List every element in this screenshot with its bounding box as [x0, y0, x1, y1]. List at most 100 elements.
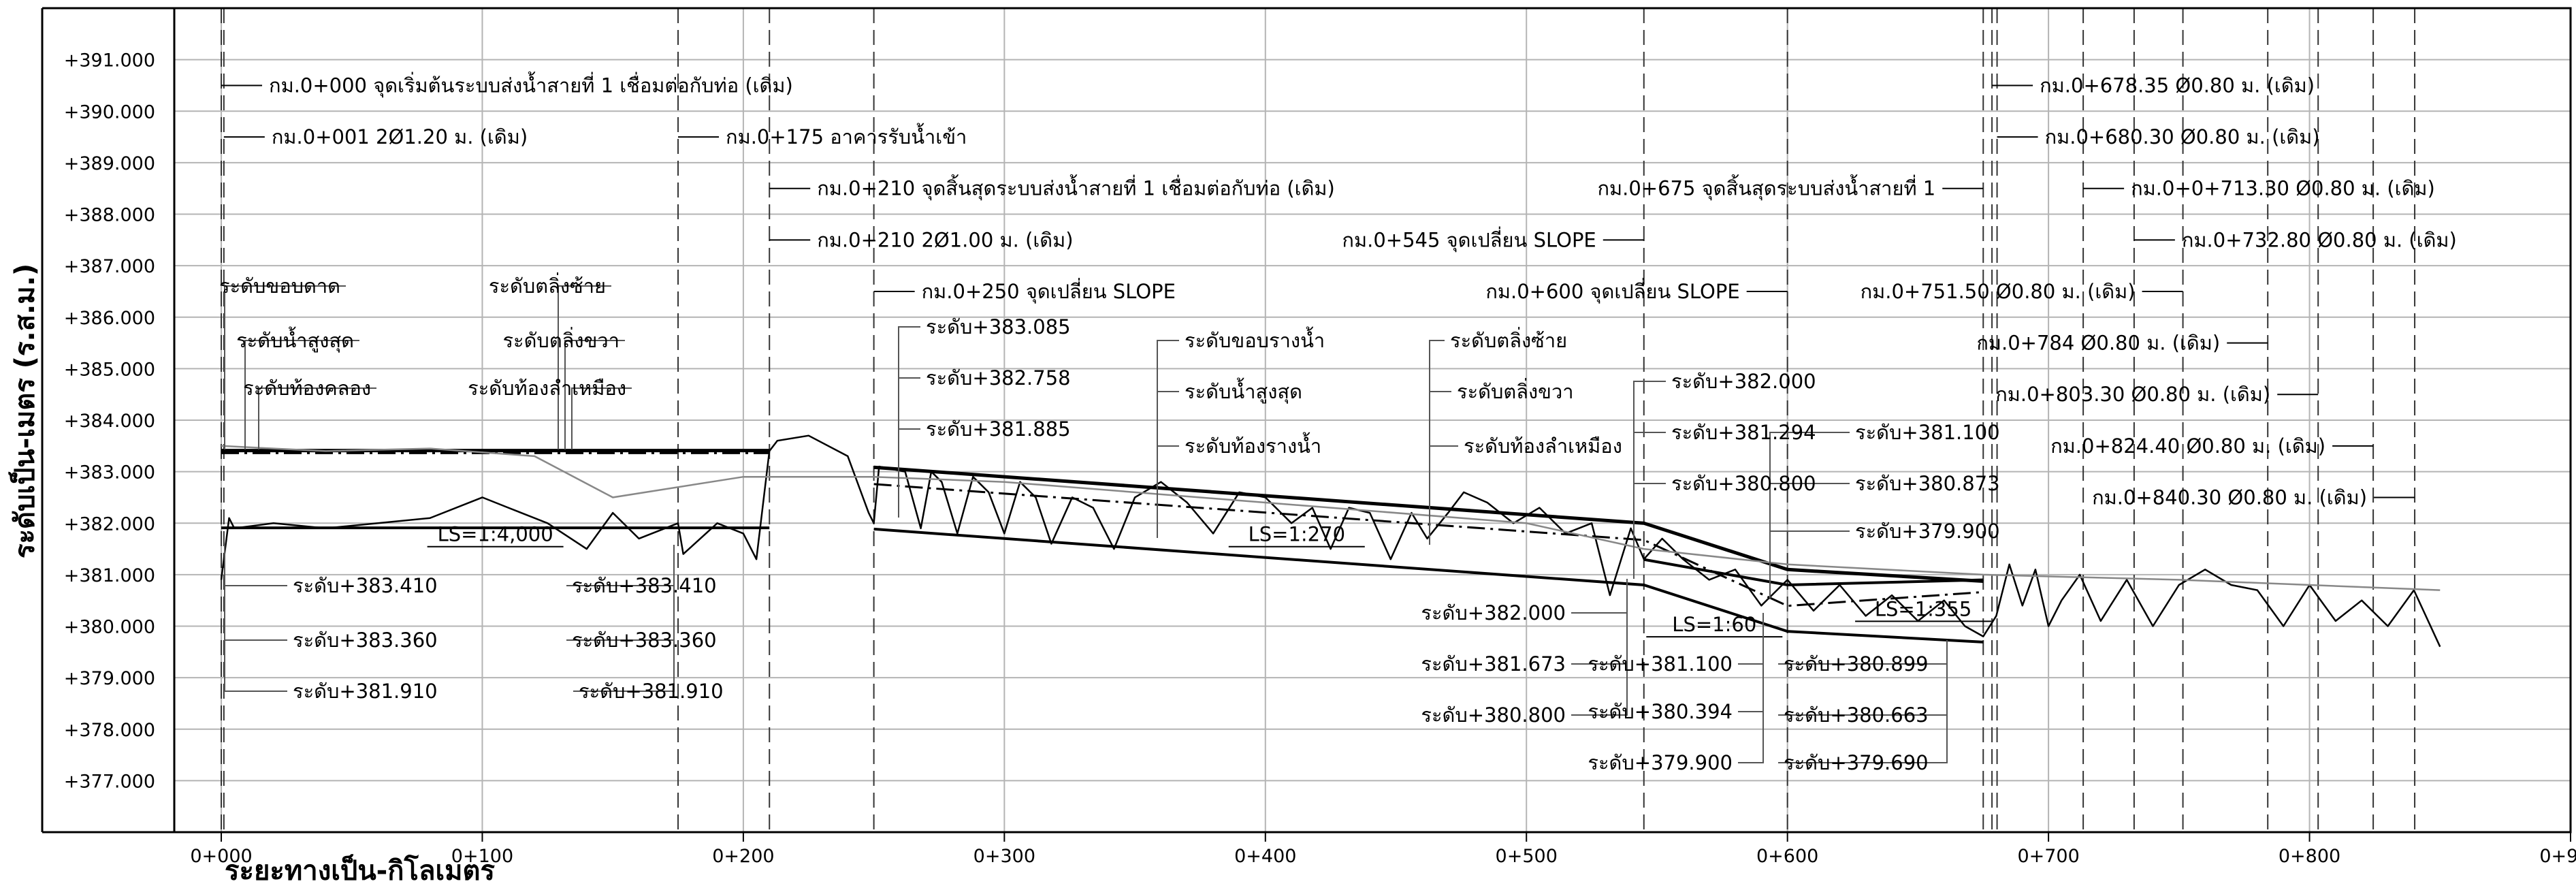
station-annotation: กม.0+175 อาคารรับน้ำเข้า — [726, 123, 967, 148]
level-label: ระดับตลิ่งซ้าย — [1450, 327, 1567, 352]
y-tick-label: +378.000 — [64, 720, 155, 741]
grid-lines — [174, 8, 2571, 842]
station-annotation: กม.0+680.30 Ø0.80 ม. (เดิม) — [2045, 125, 2320, 148]
level-label: ระดับ+379.900 — [1855, 520, 2000, 543]
level-leader — [1778, 667, 1948, 763]
level-leader — [258, 387, 376, 449]
level-label: ระดับ+381.100 — [1855, 421, 2000, 444]
station-annotation: กม.0+250 จุดเปลี่ยน SLOPE — [922, 278, 1176, 304]
level-label: ระดับท้องลำเหมือง — [1464, 434, 1622, 458]
level-leader — [898, 428, 920, 518]
y-tick-label: +379.000 — [64, 668, 155, 689]
level-label: ระดับตลิ่งซ้าย — [489, 272, 606, 298]
level-label: ระดับ+380.663 — [1784, 703, 1929, 727]
y-tick-label: +389.000 — [64, 153, 155, 174]
y-tick-label: +391.000 — [64, 50, 155, 72]
station-annotation: กม.0+000 จุดเริ่มต้นระบบส่งน้ำสายที่ 1 เ… — [269, 71, 793, 97]
y-tick-label: +384.000 — [64, 411, 155, 432]
level-label: ระดับ+383.410 — [293, 574, 438, 597]
level-label: ระดับ+382.758 — [926, 366, 1071, 390]
y-tick-label: +381.000 — [64, 565, 155, 586]
level-leader — [558, 285, 611, 449]
level-label: ระดับตลิ่งขวา — [1457, 378, 1574, 403]
level-label: ระดับ+379.690 — [1784, 751, 1929, 774]
station-annotation: กม.0+0+713.30 Ø0.80 ม. (เดิม) — [2131, 177, 2435, 200]
series-line-existing — [221, 445, 2441, 591]
level-label: ระดับท้องคลอง — [243, 377, 371, 400]
series-line-design-bank — [873, 465, 1984, 583]
level-leader — [1769, 530, 1850, 599]
slope-label: LS=1:355 — [1875, 597, 1971, 620]
station-annotation: กม.0+840.30 Ø0.80 ม. (เดิม) — [2092, 486, 2367, 509]
station-annotation: กม.0+001 2Ø1.20 ม. (เดิม) — [272, 125, 528, 148]
level-label: ระดับ+381.294 — [1671, 421, 1816, 444]
level-label: ระดับ+381.910 — [579, 680, 724, 703]
x-tick-label: 0+000 — [190, 846, 252, 867]
level-leader — [224, 545, 287, 586]
y-tick-label: +382.000 — [64, 513, 155, 535]
x-tick-label: 0+300 — [973, 846, 1035, 867]
level-label: ระดับตลิ่งขวา — [502, 327, 619, 352]
level-leader — [898, 377, 920, 477]
x-axis-label: ระยะทางเป็น-กิโลเมตร — [225, 853, 495, 887]
x-tick-label: 0+400 — [1234, 846, 1296, 867]
y-tick-label: +388.000 — [64, 205, 155, 226]
x-tick-label: 0+500 — [1496, 846, 1558, 867]
station-annotation: กม.0+803.30 Ø0.80 ม. (เดิม) — [1995, 383, 2270, 406]
level-label: ระดับ+380.899 — [1784, 652, 1929, 676]
y-tick-label: +386.000 — [64, 308, 155, 329]
series-line-design-bed — [873, 527, 1984, 644]
level-leader — [1429, 340, 1445, 511]
station-annotation: กม.0+751.50 Ø0.80 ม. (เดิม) — [1861, 280, 2136, 303]
plot-frame — [173, 7, 2572, 834]
level-leader — [1429, 445, 1458, 545]
station-annotation: กม.0+600 จุดเปลี่ยน SLOPE — [1485, 278, 1739, 304]
level-leader — [224, 613, 287, 692]
level-label: ระดับน้ำสูงสุด — [1185, 377, 1302, 404]
x-tick-label: 0+900 — [2539, 846, 2576, 867]
slope-label: LS=1:4,000 — [438, 523, 553, 546]
level-label: ระดับ+380.800 — [1421, 703, 1566, 727]
level-leader — [1769, 432, 1850, 572]
level-label: ระดับ+379.900 — [1588, 751, 1733, 774]
level-label: ระดับ+381.910 — [293, 680, 438, 703]
level-leader — [571, 387, 632, 449]
level-label: ระดับ+382.000 — [1671, 370, 1816, 393]
level-leader — [1633, 483, 1666, 579]
level-label: ระดับ+383.360 — [293, 629, 438, 652]
level-leader — [224, 579, 287, 641]
level-leader — [898, 326, 920, 456]
station-annotation: กม.0+678.35 Ø0.80 ม. (เดิม) — [2040, 74, 2315, 97]
level-leader — [1571, 613, 1628, 716]
chart-text: +391.000 +390.000 +389.000 +388.000 +387.000… — [64, 50, 2576, 867]
level-label: ระดับ+382.000 — [1421, 601, 1566, 624]
level-leader — [573, 613, 675, 692]
x-tick-label: 0+700 — [2017, 846, 2079, 867]
station-annotation: กม.0+732.80 Ø0.80 ม. (เดิม) — [2182, 228, 2457, 251]
x-tick-label: 0+200 — [712, 846, 774, 867]
level-label: ระดับ+383.360 — [572, 629, 717, 652]
station-annotation: กม.0+784 Ø0.80 ม. (เดิม) — [1976, 332, 2220, 355]
level-label: ระดับขอบดาด — [219, 274, 340, 298]
level-leader — [1157, 340, 1179, 490]
level-leader — [1738, 633, 1764, 763]
station-annotation: กม.0+545 จุดเปลี่ยน SLOPE — [1342, 226, 1596, 252]
station-annotation: กม.0+824.40 Ø0.80 ม. (เดิม) — [2050, 434, 2325, 458]
level-label: ระดับขอบรางน้ำ — [1185, 326, 1325, 352]
y-tick-label: +380.000 — [64, 617, 155, 638]
level-leader — [244, 340, 359, 449]
level-label: ระดับ+381.673 — [1421, 652, 1566, 676]
y-tick-label: +390.000 — [64, 101, 155, 123]
y-axis-label: ระดับเป็น-เมตร (ร.ส.ม.) — [7, 264, 41, 558]
slope-label: LS=1:270 — [1249, 523, 1345, 546]
level-label: ระดับ+380.394 — [1588, 700, 1733, 723]
x-tick-label: 0+800 — [2279, 846, 2340, 867]
level-leader — [1738, 627, 1764, 712]
y-tick-label: +377.000 — [64, 771, 155, 792]
level-label: ระดับท้องลำเหมือง — [468, 377, 626, 400]
level-leader — [564, 340, 625, 449]
level-leader — [1633, 381, 1666, 531]
level-leader — [224, 285, 346, 449]
level-leader — [1157, 445, 1179, 538]
level-leader — [1157, 391, 1179, 518]
